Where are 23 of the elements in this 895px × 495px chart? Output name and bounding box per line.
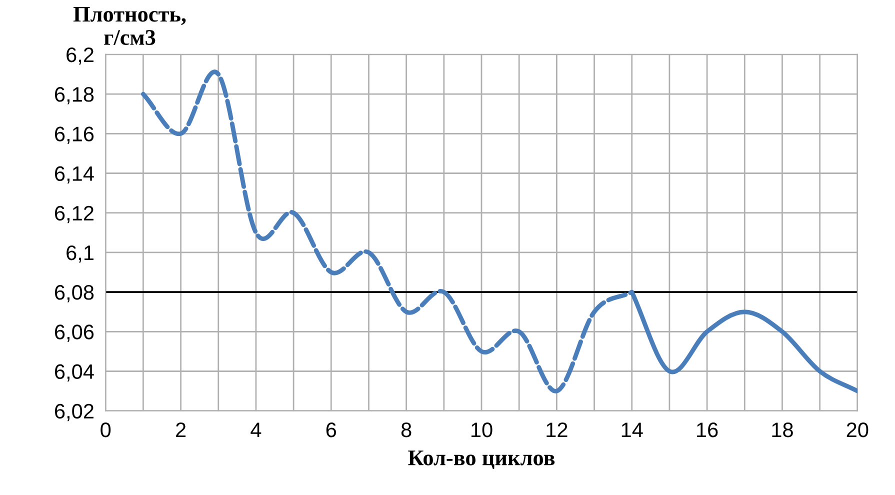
x-tick-label: 20 <box>846 422 868 438</box>
x-tick-label: 0 <box>100 422 111 438</box>
x-tick-label: 6 <box>326 422 336 438</box>
y-tick-label: 6,06 <box>55 324 94 342</box>
x-tick-label: 2 <box>176 422 186 438</box>
y-tick-label: 6,16 <box>55 126 94 144</box>
y-tick-label: 6,2 <box>66 47 94 65</box>
x-tick-label: 16 <box>697 422 718 438</box>
y-axis-title: Плотность, г/см3 <box>73 6 186 45</box>
x-tick-label: 14 <box>622 422 643 438</box>
x-tick-label: 18 <box>772 422 793 438</box>
y-tick-label: 6,08 <box>55 285 94 302</box>
x-tick-label: 12 <box>546 422 568 438</box>
x-tick-label: 4 <box>250 422 262 438</box>
y-tick-label: 6,04 <box>55 364 94 382</box>
x-tick-label: 8 <box>401 422 412 438</box>
y-tick-label: 6,18 <box>55 87 94 104</box>
y-tick-label: 6,12 <box>55 206 94 224</box>
y-tick-label: 6,02 <box>55 404 94 422</box>
y-tick-label: 6,14 <box>55 166 94 184</box>
x-axis-title: Кол-во циклов <box>408 450 555 469</box>
x-tick-label: 10 <box>472 422 492 438</box>
y-tick-label: 6,1 <box>66 245 94 263</box>
